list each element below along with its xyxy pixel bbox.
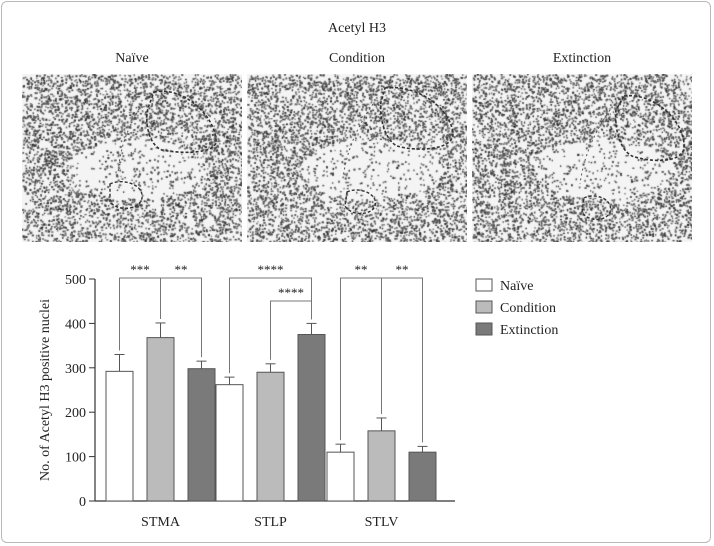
bar (326, 451, 355, 502)
x-tick-label: STLV (365, 515, 399, 530)
x-tick-label: STMA (141, 515, 181, 530)
bar (187, 368, 216, 502)
significance-bracket (381, 277, 423, 443)
x-tick-label: STLP (254, 515, 287, 530)
panel-label-extinction: Extinction (552, 51, 612, 66)
bar (297, 334, 326, 502)
legend-label: Naïve (500, 279, 533, 294)
bar (146, 337, 175, 502)
significance-bracket (340, 277, 382, 441)
significance-label: ** (396, 262, 409, 277)
y-axis-label: No. of Acetyl H3 positive nuclei (38, 299, 53, 481)
legend-label: Extinction (500, 323, 558, 338)
bar (256, 371, 285, 502)
significance-label: **** (278, 285, 304, 300)
panel-label-condition: Condition (328, 51, 385, 66)
significance-label: *** (130, 262, 150, 277)
legend-swatch (475, 278, 493, 292)
y-tick-label: 500 (65, 273, 86, 288)
significance-bracket (160, 277, 202, 358)
significance-label: ** (175, 262, 188, 277)
bar (105, 370, 134, 502)
y-tick-label: 200 (65, 406, 86, 421)
legend-swatch (475, 300, 493, 314)
significance-label: ** (355, 262, 368, 277)
y-tick-label: 400 (65, 317, 86, 332)
bar (408, 451, 437, 502)
legend-swatch (475, 322, 493, 336)
micrograph-condition (247, 74, 467, 242)
y-tick-label: 100 (65, 451, 86, 466)
significance-bracket (270, 300, 312, 360)
y-tick-label: 300 (65, 362, 86, 377)
panel-label-naive: Naïve (115, 51, 149, 66)
y-tick-label: 0 (79, 495, 86, 510)
bar (367, 430, 396, 502)
legend-label: Condition (500, 301, 556, 316)
figure-title: Acetyl H3 (328, 21, 386, 36)
bar (215, 384, 244, 502)
micrograph-extinction (472, 74, 692, 242)
micrograph-naive (22, 74, 242, 242)
bar-chart: 0 100 200 300 400 500 No. of Acetyl H3 positiv… (38, 262, 558, 530)
significance-bracket (229, 277, 312, 374)
significance-label: **** (258, 262, 284, 277)
